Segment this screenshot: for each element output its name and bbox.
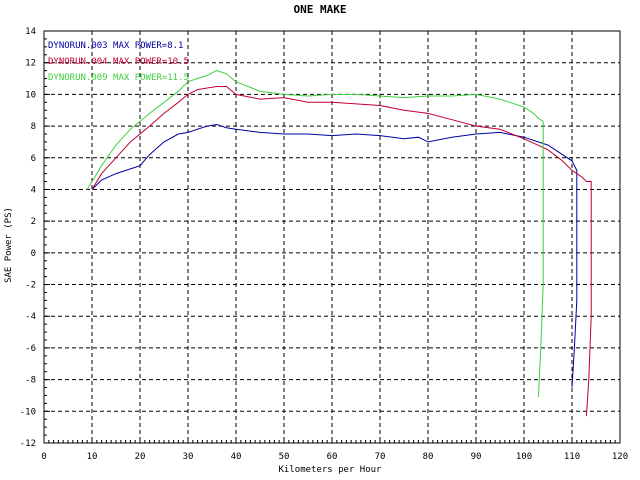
chart-title: ONE MAKE <box>294 3 347 16</box>
y-tick-label: 10 <box>25 90 36 100</box>
y-tick-label: -8 <box>25 376 36 386</box>
series-line-dynorun-009 <box>86 70 544 398</box>
y-tick-label: -4 <box>25 312 36 322</box>
y-tick-label: 4 <box>31 185 36 195</box>
x-tick-label: 60 <box>327 452 338 462</box>
x-tick-label: 110 <box>564 452 580 462</box>
legend: DYNORUN.003 MAX POWER=8.1 DYNORUN.004 MAX… <box>48 41 189 83</box>
series-lines <box>86 70 592 417</box>
x-tick-label: 90 <box>471 452 482 462</box>
legend-entry: DYNORUN.003 MAX POWER=8.1 <box>48 41 183 51</box>
x-tick-label: 120 <box>612 452 628 462</box>
x-tick-label: 80 <box>423 452 434 462</box>
x-tick-label: 40 <box>231 452 242 462</box>
x-tick-label: 10 <box>87 452 98 462</box>
y-tick-label: -10 <box>20 407 36 417</box>
x-tick-label: 100 <box>516 452 532 462</box>
y-axis-ticks: -12 -10 -8 -6 -4 -2 0 2 4 6 8 10 12 14 <box>20 27 50 449</box>
y-axis-title: SAE Power (PS) <box>4 207 14 283</box>
y-tick-label: 0 <box>31 249 36 259</box>
y-tick-label: -6 <box>25 344 36 354</box>
y-tick-label: -2 <box>25 281 36 291</box>
legend-entry: DYNORUN.009 MAX POWER=11.5 <box>48 73 189 83</box>
x-axis-title: Kilometers per Hour <box>279 465 383 475</box>
y-tick-label: 2 <box>31 217 36 227</box>
x-tick-label: 70 <box>375 452 386 462</box>
x-tick-label: 30 <box>183 452 194 462</box>
series-line-dynorun-004 <box>91 86 592 417</box>
y-tick-label: -12 <box>20 439 36 449</box>
legend-entry: DYNORUN.004 MAX POWER=10.5 <box>48 57 189 67</box>
gridlines <box>44 31 620 443</box>
series-line-dynorun-003 <box>91 123 578 388</box>
y-tick-label: 6 <box>31 154 36 164</box>
x-axis-ticks: 0 10 20 30 40 50 60 70 80 90 100 110 120 <box>41 437 628 462</box>
y-tick-label: 14 <box>25 27 36 37</box>
x-tick-label: 20 <box>135 452 146 462</box>
y-tick-label: 8 <box>31 122 36 132</box>
x-tick-label: 0 <box>41 452 46 462</box>
x-tick-label: 50 <box>279 452 290 462</box>
y-tick-label: 12 <box>25 59 36 69</box>
